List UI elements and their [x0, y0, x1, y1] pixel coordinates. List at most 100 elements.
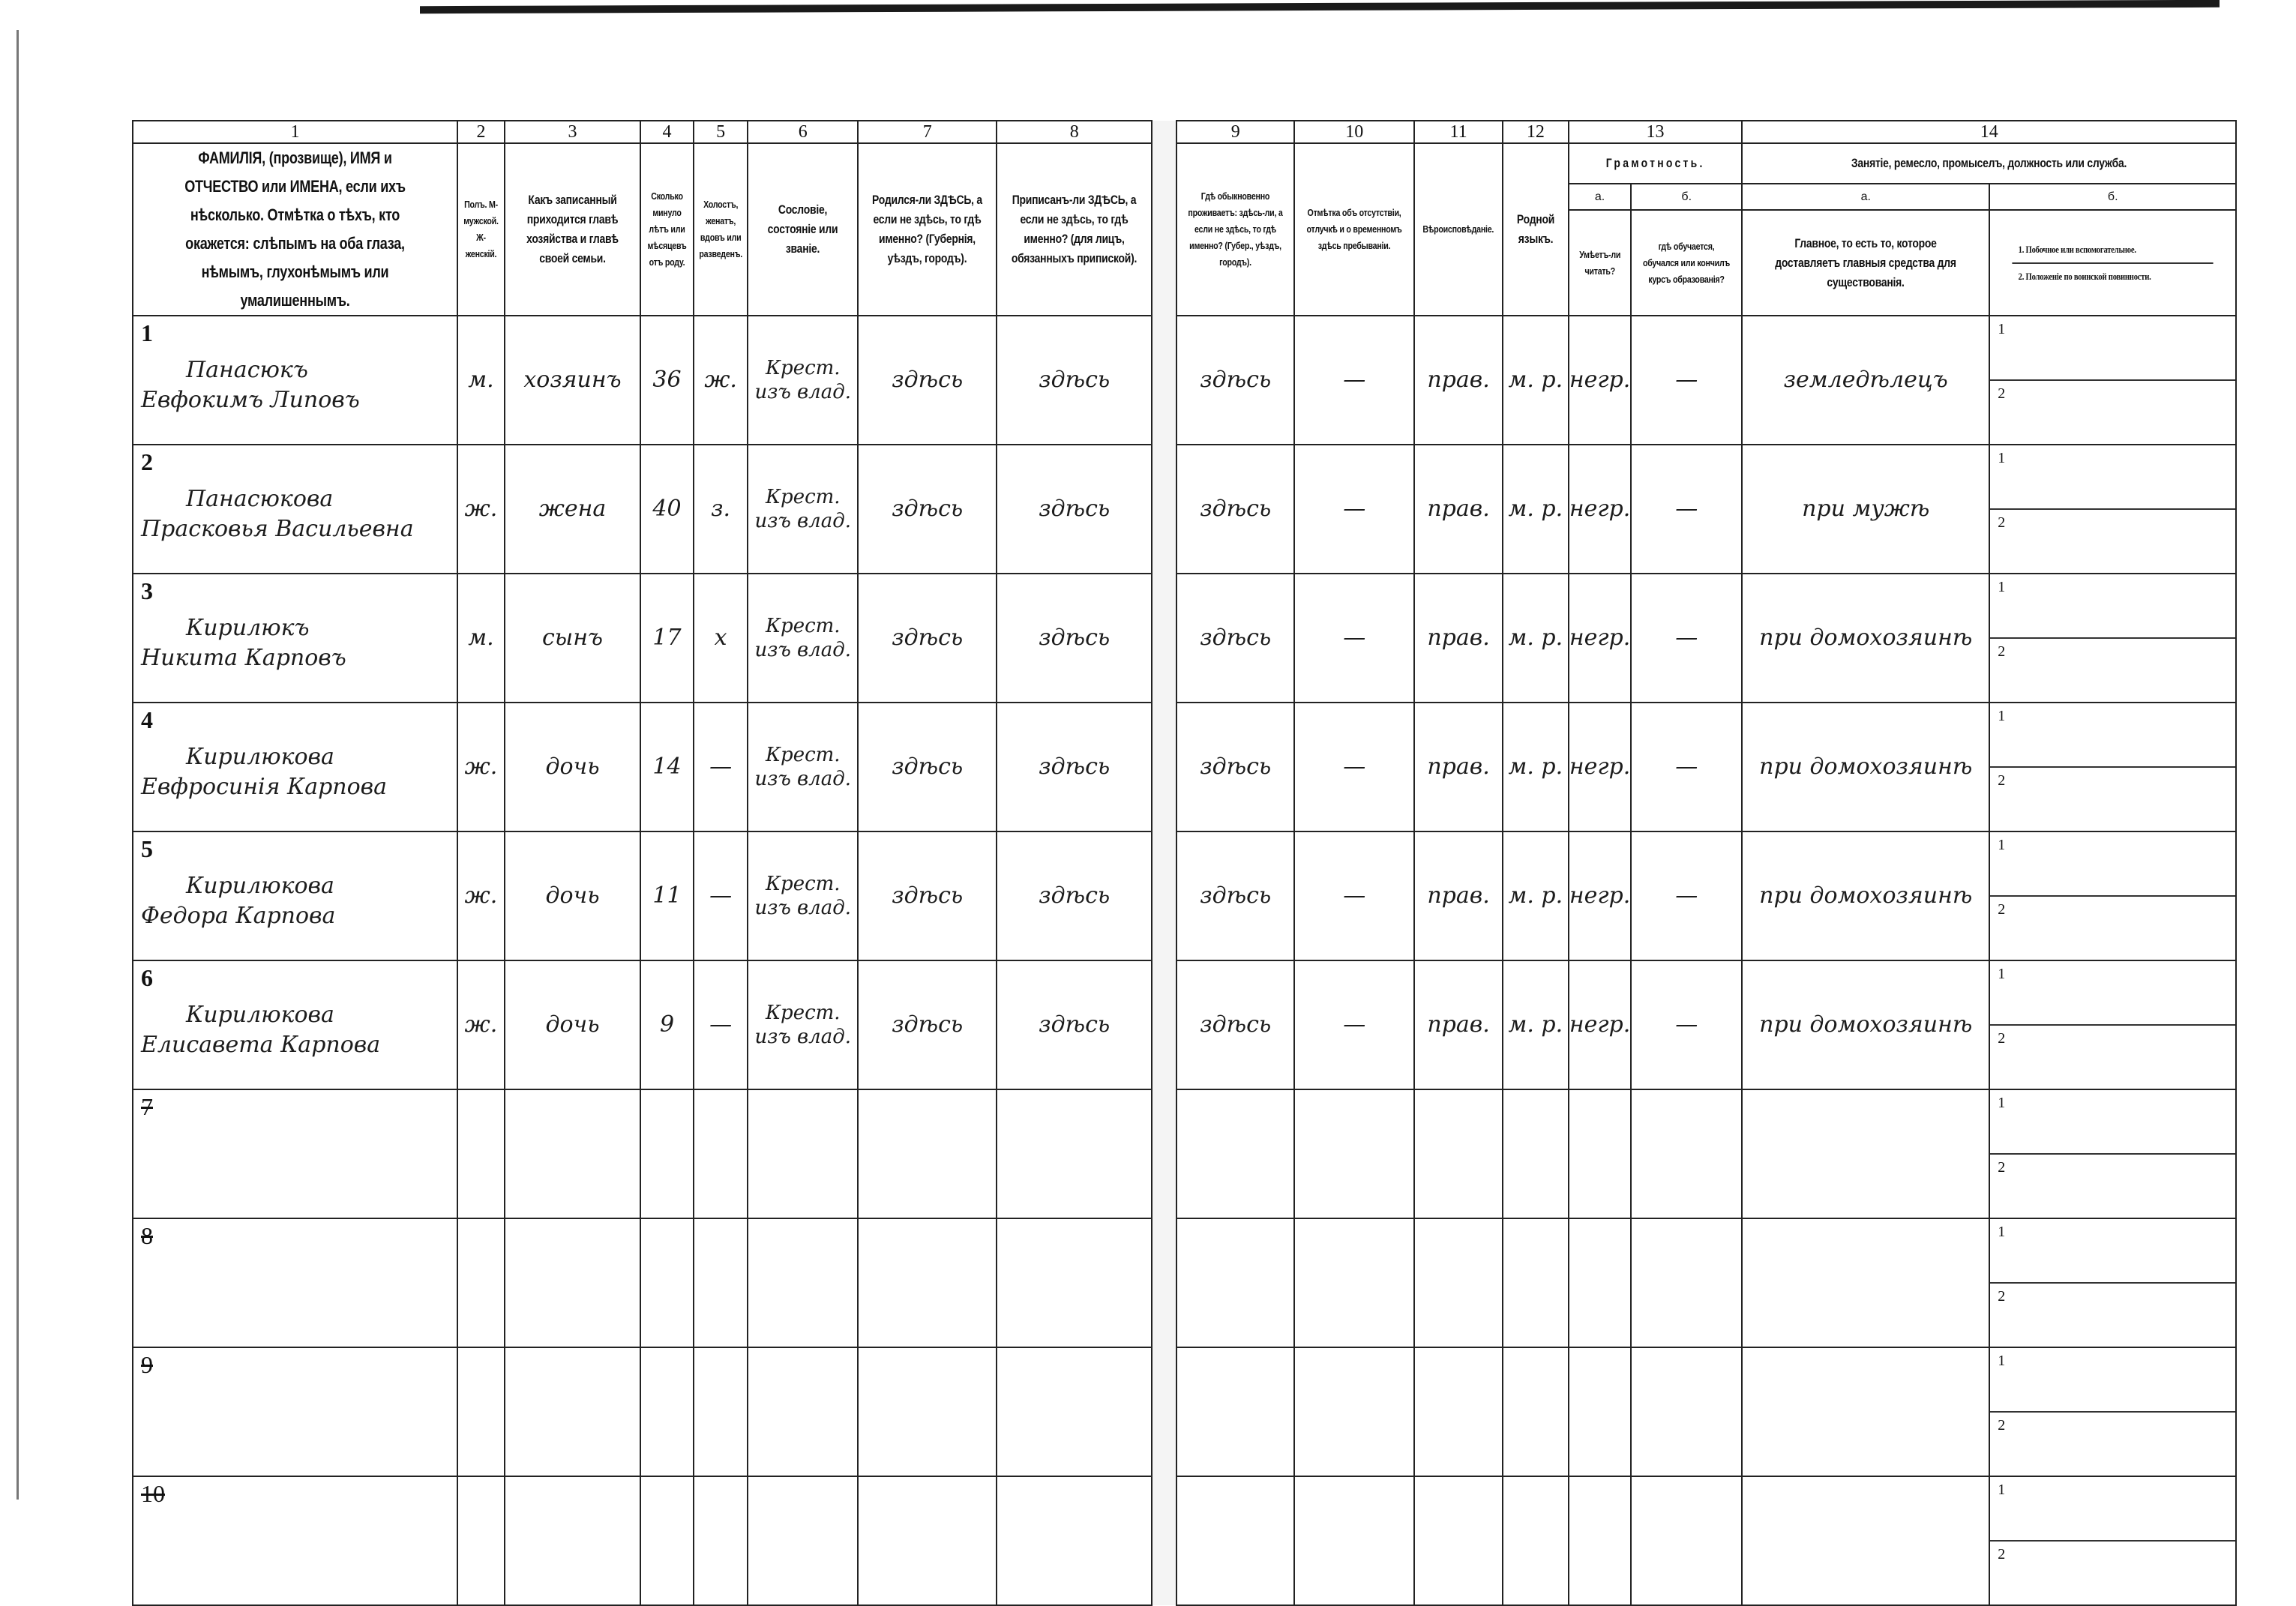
birthplace-cell: здѣсь — [857, 315, 998, 445]
sub-line-2: 2 — [1991, 1411, 2235, 1475]
religion-cell: прав. — [1413, 702, 1503, 832]
surname: Панасюкова — [186, 486, 334, 512]
sub-line-1: 1 — [1998, 579, 2006, 595]
page-gutter — [1151, 1476, 1178, 1605]
sub-line-2: 2 — [1991, 1153, 2235, 1217]
page-gutter — [1151, 121, 1178, 316]
name-cell: 9 — [132, 1347, 458, 1477]
empty-cell — [1501, 1089, 1569, 1219]
religion-cell: прав. — [1413, 831, 1503, 961]
schooling-cell: — — [1630, 315, 1743, 445]
can-read-cell: негр. — [1567, 444, 1632, 574]
estate-cell: Крест. изъ влад. — [747, 573, 859, 703]
row-number: 1 — [141, 319, 153, 346]
marital-cell: — — [692, 960, 749, 1090]
sub-line-1: 1 — [1998, 1224, 2006, 1240]
can-read-cell: негр. — [1567, 573, 1632, 703]
religion-cell: прав. — [1413, 573, 1503, 703]
empty-cell — [1176, 1347, 1296, 1477]
religion-cell: прав. — [1413, 960, 1503, 1090]
sub-line-1: 1 — [1998, 1482, 2006, 1498]
sex-cell: ж. — [457, 702, 505, 832]
relation-cell: дочь — [504, 960, 641, 1090]
birthplace-cell: здѣсь — [857, 831, 998, 961]
surname: Кирилюкова — [186, 744, 334, 770]
col-number: 2 — [457, 120, 505, 144]
empty-cell — [857, 1089, 998, 1219]
sub-line-2: 2 — [1991, 508, 2235, 572]
header-literacy: Грамотность. — [1567, 142, 1743, 185]
page-gutter — [1151, 831, 1178, 960]
registered-cell: здѣсь — [996, 960, 1153, 1090]
empty-cell — [857, 1218, 998, 1348]
table-row: 5 Кирилюкова Федора Карпова ж. дочь 11— Крест.… — [132, 831, 2238, 961]
absence-cell: — — [1293, 444, 1416, 574]
empty-cell — [1293, 1347, 1416, 1477]
birthplace-cell: здѣсь — [857, 960, 998, 1090]
table-row: 2 Панасюкова Прасковья Васильевна ж. жена 40 з… — [132, 444, 2238, 574]
row-number: 6 — [141, 964, 153, 991]
empty-cell — [1176, 1218, 1296, 1348]
row-number: 4 — [141, 706, 153, 733]
main-occupation-cell: при домохозяинѣ — [1741, 702, 1991, 832]
registered-cell: здѣсь — [996, 573, 1153, 703]
age-cell: 14 — [640, 702, 694, 832]
sub-line-1: 1 — [1998, 837, 2006, 853]
row-number: 8 — [141, 1222, 153, 1249]
schooling-cell: — — [1630, 444, 1743, 574]
empty-cell — [1630, 1218, 1743, 1348]
given-names: Федора Карпова — [141, 903, 336, 929]
column-number-row: 1 2 3 4 5 6 7 8 9 10 11 12 13 14 — [132, 120, 2238, 316]
language-cell: м. р. — [1501, 960, 1569, 1090]
marital-cell: х — [692, 573, 749, 703]
estate-cell: Крест. изъ влад. — [747, 315, 859, 445]
col-number: 3 — [504, 120, 641, 144]
row-number: 3 — [141, 577, 153, 604]
row-number: 5 — [141, 835, 153, 862]
page-gutter — [1151, 960, 1178, 1089]
empty-cell — [457, 1218, 505, 1348]
empty-cell — [1567, 1089, 1632, 1219]
name-cell: 7 — [132, 1089, 458, 1219]
empty-cell — [1630, 1347, 1743, 1477]
sub-line-1: 1 — [1998, 450, 2006, 466]
main-occupation-cell: при домохозяинѣ — [1741, 960, 1991, 1090]
empty-cell — [1741, 1347, 1991, 1477]
col-number: 12 — [1501, 120, 1569, 144]
marital-cell: ж. — [692, 315, 749, 445]
name-cell: 6 Кирилюкова Елисавета Карпова — [132, 960, 458, 1090]
empty-cell — [996, 1347, 1153, 1477]
col-number: 9 — [1176, 120, 1296, 144]
empty-cell — [1741, 1089, 1991, 1219]
sex-cell: ж. — [457, 831, 505, 961]
schooling-cell: — — [1630, 573, 1743, 703]
sex-cell: ж. — [457, 444, 505, 574]
empty-cell — [640, 1089, 694, 1219]
empty-cell — [692, 1218, 749, 1348]
empty-cell — [1413, 1347, 1503, 1477]
empty-cell — [640, 1476, 694, 1606]
sub-line-2: 2 — [1991, 766, 2235, 830]
religion-cell: прав. — [1413, 315, 1503, 445]
empty-cell — [996, 1218, 1153, 1348]
empty-cell — [504, 1476, 641, 1606]
header-occupation: Занятіе, ремесло, промыселъ, должность и… — [1741, 142, 2238, 185]
col-number: 13 — [1567, 120, 1743, 144]
header-literacy-b-label: б. — [1630, 183, 1743, 211]
header-literacy-a-label: а. — [1567, 183, 1632, 211]
col-number: 14 — [1741, 120, 2238, 144]
given-names: Евфросинія Карпова — [141, 774, 388, 800]
col-number: 11 — [1413, 120, 1503, 144]
absence-cell: — — [1293, 960, 1416, 1090]
marital-cell: з. — [692, 444, 749, 574]
census-form-table: 1 2 3 4 5 6 7 8 9 10 11 12 13 14 ФАМИЛІЯ… — [132, 120, 2238, 1606]
sub-line-2: 2 — [1991, 1540, 2235, 1604]
empty-cell — [857, 1347, 998, 1477]
header-relation: Какъ записанный приходится главѣ хозяйст… — [504, 142, 641, 316]
relation-cell: сынъ — [504, 573, 641, 703]
